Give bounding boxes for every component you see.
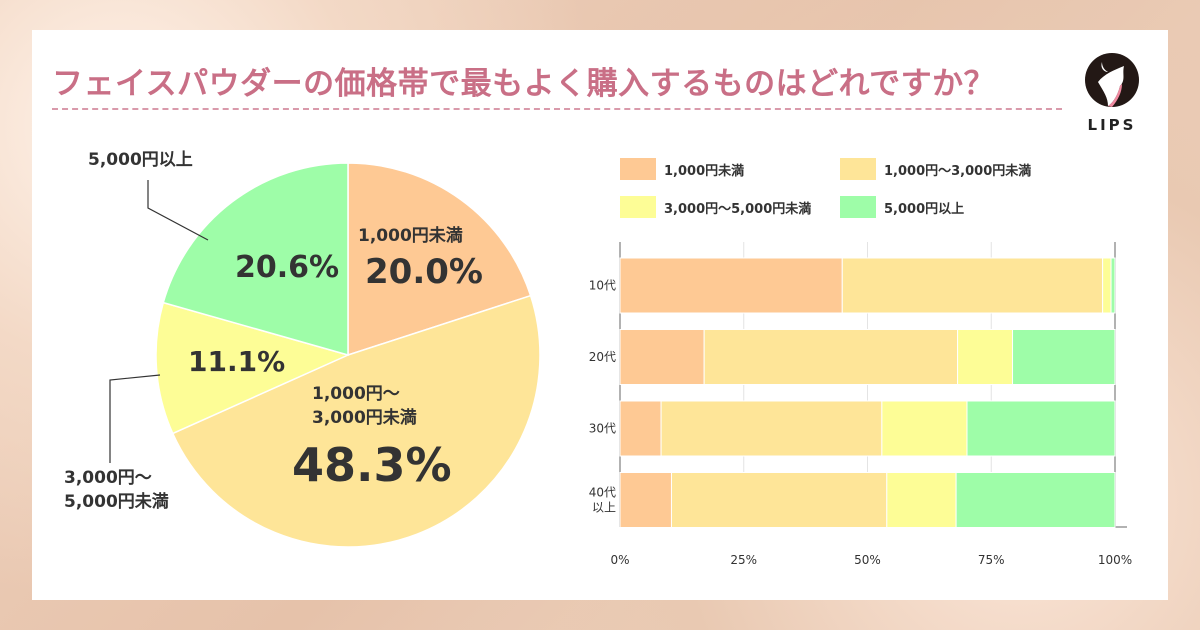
legend-swatch: [620, 196, 656, 218]
leader-line-3000-5000: [109, 374, 161, 463]
bar-segment: [966, 400, 1116, 457]
pie-slice-under-1000: [347, 162, 532, 357]
y-category-label: 20代: [589, 350, 616, 364]
pie-label-line: 1,000円〜: [312, 384, 400, 404]
legend-label: 1,000円未満: [664, 163, 745, 179]
bar-segment: [841, 257, 1104, 314]
pie-slice-5000-plus: [162, 162, 349, 356]
y-category-label: 40代: [589, 486, 616, 500]
bar-segment: [1102, 257, 1112, 314]
legend-label: 3,000円〜5,000円未満: [664, 201, 812, 217]
legend-label: 1,000円〜3,000円未満: [884, 163, 1032, 179]
x-tick-label: 0%: [610, 553, 629, 567]
deer-logo-icon: [1085, 53, 1139, 107]
x-tick-label: 75%: [978, 553, 1005, 567]
bar-segment: [660, 400, 883, 457]
title-divider: [52, 108, 1062, 110]
y-category-label: 以上: [592, 501, 616, 515]
bar-segment: [619, 472, 672, 528]
pie-value-under-1000: 20.0%: [365, 252, 483, 292]
pie-value-5000-plus: 20.6%: [235, 250, 340, 285]
pie-label-under-1000: 1,000円未満: [358, 226, 463, 246]
bar-segment: [703, 329, 959, 385]
bar-segment: [619, 329, 705, 385]
legend-item: 1,000円未満: [620, 158, 744, 180]
pie-label-line: 5,000円未満: [64, 492, 169, 512]
bar-segment: [1012, 329, 1116, 385]
legend-item: 5,000円以上: [840, 196, 964, 218]
lips-logo: LIPS: [1082, 52, 1142, 134]
pie-value-1000-3000: 48.3%: [292, 438, 452, 492]
bar-segment: [1110, 257, 1116, 314]
bar-segment: [670, 472, 888, 528]
pie-chart: [109, 162, 541, 548]
legend-swatch: [620, 158, 656, 180]
pie-value-3000-5000: 11.1%: [188, 345, 286, 378]
bar-segment: [957, 329, 1014, 385]
x-tick-label: 50%: [854, 553, 881, 567]
bar-segment: [886, 472, 957, 528]
legend-item: 1,000円〜3,000円未満: [840, 158, 1031, 180]
legend-label: 5,000円以上: [884, 201, 965, 217]
legend-swatch: [840, 158, 876, 180]
pie-label-line: 3,000円未満: [312, 408, 417, 428]
pie-label-1000-3000: 1,000円〜 3,000円未満: [312, 382, 417, 430]
legend-item: 3,000円〜5,000円未満: [620, 196, 811, 218]
pie-slice-1000-3000: [171, 294, 541, 548]
pie-label-3000-5000: 3,000円〜 5,000円未満: [64, 466, 169, 514]
leader-line-5000-plus: [147, 180, 209, 241]
pie-label-5000-plus: 5,000円以上: [88, 150, 193, 170]
y-category-label: 10代: [589, 279, 616, 293]
y-category-label: 30代: [589, 422, 616, 436]
logo-text: LIPS: [1087, 116, 1137, 134]
bar-segment: [619, 257, 843, 314]
bar-segment: [619, 400, 662, 457]
pie-label-line: 3,000円〜: [64, 468, 152, 488]
x-tick-label: 100%: [1098, 553, 1132, 567]
bar-segment: [881, 400, 968, 457]
page-title: フェイスパウダーの価格帯で最もよく購入するものはどれですか？: [52, 66, 996, 102]
x-tick-label: 25%: [730, 553, 757, 567]
bar-segment: [955, 472, 1116, 528]
legend-swatch: [840, 196, 876, 218]
pie-slice-3000-5000: [155, 301, 351, 435]
